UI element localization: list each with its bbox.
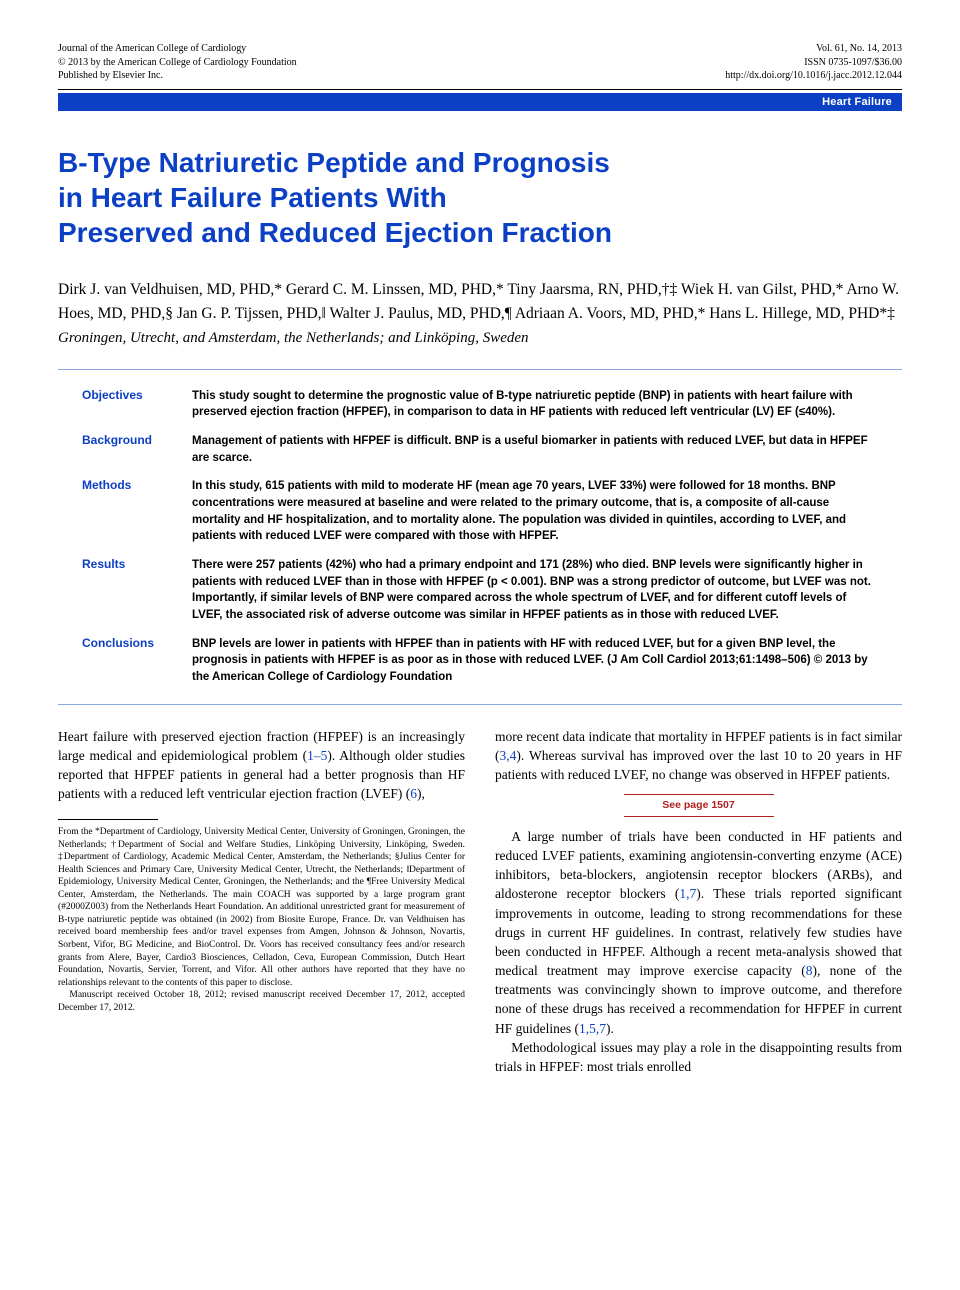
- abstract-text-results: There were 257 patients (42%) who had a …: [192, 551, 878, 630]
- title-line-1: B-Type Natriuretic Peptide and Prognosis: [58, 147, 610, 178]
- abstract-label-background: Background: [82, 427, 192, 472]
- abstract-bottom-rule: [58, 704, 902, 705]
- footnote-rule: [58, 819, 158, 820]
- volume-issue: Vol. 61, No. 14, 2013: [725, 42, 902, 56]
- article-title: B-Type Natriuretic Peptide and Prognosis…: [58, 145, 902, 250]
- citation-link[interactable]: 1,5,7: [579, 1021, 606, 1036]
- left-column: Heart failure with preserved ejection fr…: [58, 727, 465, 1076]
- body-para-right-1: more recent data indicate that mortality…: [495, 727, 902, 784]
- journal-header: Journal of the American College of Cardi…: [58, 42, 902, 90]
- abstract-text-objectives: This study sought to determine the progn…: [192, 382, 878, 427]
- citation-link[interactable]: 8: [806, 963, 813, 978]
- publisher-line: Published by Elsevier Inc.: [58, 69, 297, 83]
- abstract-label-results: Results: [82, 551, 192, 630]
- title-line-2: in Heart Failure Patients With: [58, 182, 447, 213]
- title-line-3: Preserved and Reduced Ejection Fraction: [58, 217, 612, 248]
- abstract-row-results: Results There were 257 patients (42%) wh…: [82, 551, 878, 630]
- citation-link[interactable]: 1–5: [307, 748, 327, 763]
- affiliations: Groningen, Utrecht, and Amsterdam, the N…: [58, 330, 902, 347]
- body-para-left-1: Heart failure with preserved ejection fr…: [58, 727, 465, 804]
- abstract-top-rule: [58, 369, 902, 370]
- abstract-row-objectives: Objectives This study sought to determin…: [82, 382, 878, 427]
- copyright-line: © 2013 by the American College of Cardio…: [58, 56, 297, 70]
- body-para-right-2: A large number of trials have been condu…: [495, 827, 902, 1038]
- section-bar: Heart Failure: [58, 93, 902, 111]
- issn-line: ISSN 0735-1097/$36.00: [725, 56, 902, 70]
- abstract-text-background: Management of patients with HFPEF is dif…: [192, 427, 878, 472]
- right-column: more recent data indicate that mortality…: [495, 727, 902, 1076]
- abstract-text-methods: In this study, 615 patients with mild to…: [192, 472, 878, 551]
- footnote-affiliations: From the *Department of Cardiology, Univ…: [58, 826, 465, 989]
- abstract-label-methods: Methods: [82, 472, 192, 551]
- header-right: Vol. 61, No. 14, 2013 ISSN 0735-1097/$36…: [725, 42, 902, 83]
- abstract-text-conclusions: BNP levels are lower in patients with HF…: [192, 630, 878, 692]
- citation-link[interactable]: 3,4: [500, 748, 517, 763]
- citation-link[interactable]: 6: [410, 786, 417, 801]
- body-para-right-3: Methodological issues may play a role in…: [495, 1038, 902, 1076]
- abstract-table: Objectives This study sought to determin…: [82, 382, 878, 692]
- abstract-label-objectives: Objectives: [82, 382, 192, 427]
- abstract-row-background: Background Management of patients with H…: [82, 427, 878, 472]
- footnote-manuscript-dates: Manuscript received October 18, 2012; re…: [58, 989, 465, 1014]
- author-list: Dirk J. van Veldhuisen, MD, PHD,* Gerard…: [58, 278, 902, 326]
- doi-link[interactable]: http://dx.doi.org/10.1016/j.jacc.2012.12…: [725, 69, 902, 83]
- journal-name: Journal of the American College of Cardi…: [58, 42, 297, 56]
- abstract-label-conclusions: Conclusions: [82, 630, 192, 692]
- abstract-row-methods: Methods In this study, 615 patients with…: [82, 472, 878, 551]
- citation-link[interactable]: 1,7: [679, 886, 696, 901]
- abstract-row-conclusions: Conclusions BNP levels are lower in pati…: [82, 630, 878, 692]
- section-tag: Heart Failure: [822, 93, 892, 111]
- body-columns: Heart failure with preserved ejection fr…: [58, 727, 902, 1076]
- header-left: Journal of the American College of Cardi…: [58, 42, 297, 83]
- see-page-callout[interactable]: See page 1507: [624, 794, 774, 817]
